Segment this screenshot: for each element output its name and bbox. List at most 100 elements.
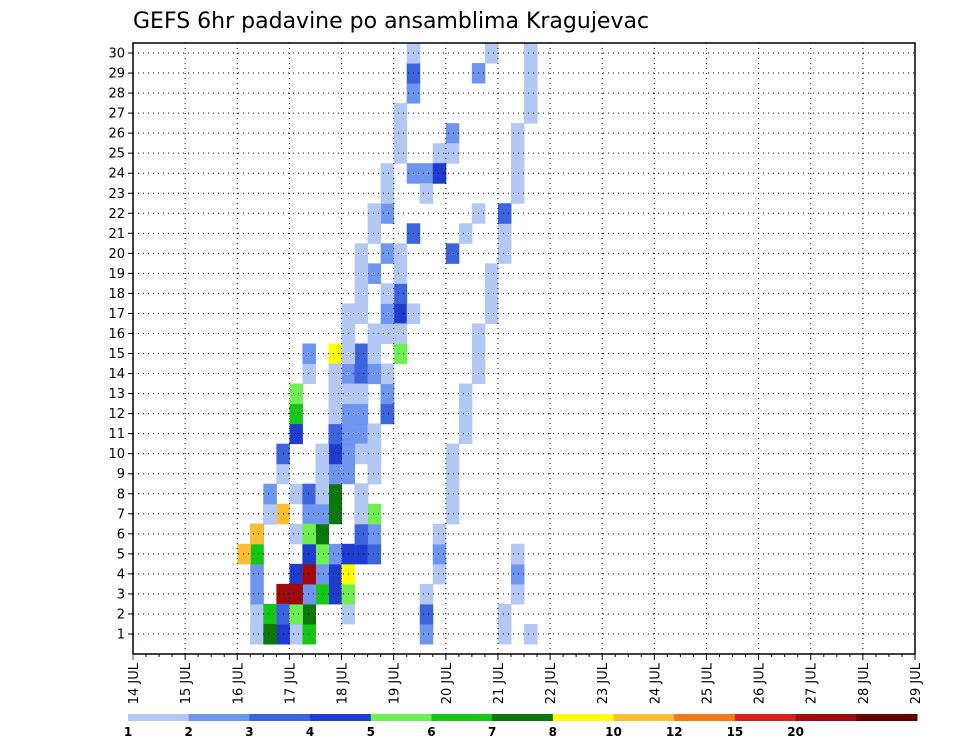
y-tick-label: 7 <box>117 507 125 522</box>
heatmap-cell <box>458 403 473 425</box>
heatmap-cell <box>419 603 434 625</box>
heatmap-cell <box>263 623 277 645</box>
heatmap-cell <box>328 403 343 425</box>
heatmap-cell <box>302 563 316 585</box>
heatmap-cell <box>393 283 408 304</box>
heatmap-cell <box>302 603 316 625</box>
colorbar-segment <box>856 714 918 721</box>
heatmap-cell <box>263 503 277 525</box>
y-tick-label: 17 <box>108 307 125 322</box>
heatmap-cell <box>354 443 369 465</box>
y-tick-label: 27 <box>108 107 125 122</box>
y-tick-label: 10 <box>108 447 125 462</box>
heatmap-cell <box>393 143 408 164</box>
heatmap-cell <box>367 443 382 465</box>
heatmap-cell <box>315 523 329 545</box>
heatmap-cell <box>445 143 460 164</box>
heatmap-cell <box>445 503 460 525</box>
y-tick-label: 20 <box>108 247 125 262</box>
heatmap-cell <box>484 283 499 304</box>
y-tick-label: 2 <box>117 607 125 622</box>
heatmap-cell <box>419 623 434 645</box>
heatmap-cell <box>393 303 408 324</box>
heatmap-cell <box>432 563 447 585</box>
heatmap-cell <box>445 463 460 485</box>
x-tick-label: 26 JUL <box>753 662 768 704</box>
colorbar-segment <box>674 714 736 721</box>
heatmap-cell <box>328 503 343 525</box>
heatmap-cell <box>419 183 434 204</box>
heatmap-cell <box>510 183 525 204</box>
heatmap-cell <box>380 363 395 385</box>
heatmap-cell <box>524 623 538 645</box>
heatmap-cell <box>263 483 277 505</box>
y-tick-label: 8 <box>117 487 125 502</box>
colorbar-label: 15 <box>727 725 744 739</box>
heatmap-cell <box>328 423 343 445</box>
heatmap-cell <box>367 523 382 545</box>
heatmap-cell <box>354 403 369 425</box>
heatmap-cell <box>289 603 303 625</box>
heatmap-cell <box>367 463 382 485</box>
colorbar-label: 12 <box>666 725 683 739</box>
heatmap-cell <box>237 543 251 565</box>
x-tick-label: 29 JUL <box>909 662 924 704</box>
heatmap-cell <box>354 343 369 365</box>
x-tick-label: 19 JUL <box>388 662 403 704</box>
y-tick-label: 16 <box>108 327 125 342</box>
colorbar-segment <box>370 714 432 721</box>
heatmap-cell <box>380 283 395 304</box>
heatmap-cell <box>367 423 382 445</box>
y-tick-label: 14 <box>108 367 125 382</box>
heatmap-cell <box>432 543 447 565</box>
colorbar-label: 5 <box>367 725 375 739</box>
heatmap-cell <box>367 203 382 224</box>
x-axis: 14 JUL 15 JUL 16 JUL 17 JUL 18 JUL 19 JUL 20 J… <box>127 654 924 704</box>
colorbar-segment <box>188 714 250 721</box>
colorbar-label: 7 <box>488 725 496 739</box>
x-tick-label: 27 JUL <box>805 662 820 704</box>
x-tick-label: 20 JUL <box>440 662 455 704</box>
heatmap-cell <box>302 623 316 645</box>
heatmap-cell <box>380 383 395 405</box>
heatmap-cell <box>497 223 512 244</box>
y-tick-label: 18 <box>108 287 125 302</box>
heatmap-cell <box>393 343 408 365</box>
heatmap-cell <box>289 383 303 405</box>
x-tick-label: 24 JUL <box>648 662 663 704</box>
x-tick-label: 23 JUL <box>596 662 611 704</box>
heatmap-cell <box>354 543 369 565</box>
x-tick-label: 25 JUL <box>700 662 715 704</box>
heatmap-cell <box>445 443 460 465</box>
heatmap-cell <box>445 483 460 505</box>
heatmap-cell <box>328 443 343 465</box>
heatmap-cell <box>354 523 369 545</box>
heatmap-cell <box>354 303 369 324</box>
heatmap-cell <box>380 323 395 344</box>
y-tick-label: 13 <box>108 387 125 402</box>
heatmap-cell <box>367 263 382 284</box>
heatmap-cell <box>263 603 277 625</box>
x-tick-label: 21 JUL <box>492 662 507 704</box>
heatmap-cell <box>354 423 369 445</box>
heatmap-cell <box>315 503 329 525</box>
y-tick-label: 22 <box>108 207 125 222</box>
y-tick-label: 30 <box>108 47 125 62</box>
heatmap-cell <box>289 483 303 505</box>
colorbar-label: 20 <box>787 725 804 739</box>
heatmap-cell <box>380 163 395 184</box>
y-tick-label: 25 <box>108 147 125 162</box>
colorbar-label: 2 <box>185 725 193 739</box>
y-tick-label: 12 <box>108 407 125 422</box>
y-tick-label: 29 <box>108 67 125 82</box>
y-tick-label: 11 <box>108 427 125 442</box>
colorbar-label: 3 <box>245 725 253 739</box>
heatmap-cell <box>250 623 264 645</box>
heatmap-cell <box>289 583 303 605</box>
heatmap-cell <box>393 263 408 284</box>
heatmap-cell <box>510 583 525 605</box>
colorbar-label: 10 <box>605 725 622 739</box>
colorbar-segment <box>552 714 615 721</box>
heatmap-cell <box>432 523 447 545</box>
y-tick-label: 3 <box>117 587 125 602</box>
